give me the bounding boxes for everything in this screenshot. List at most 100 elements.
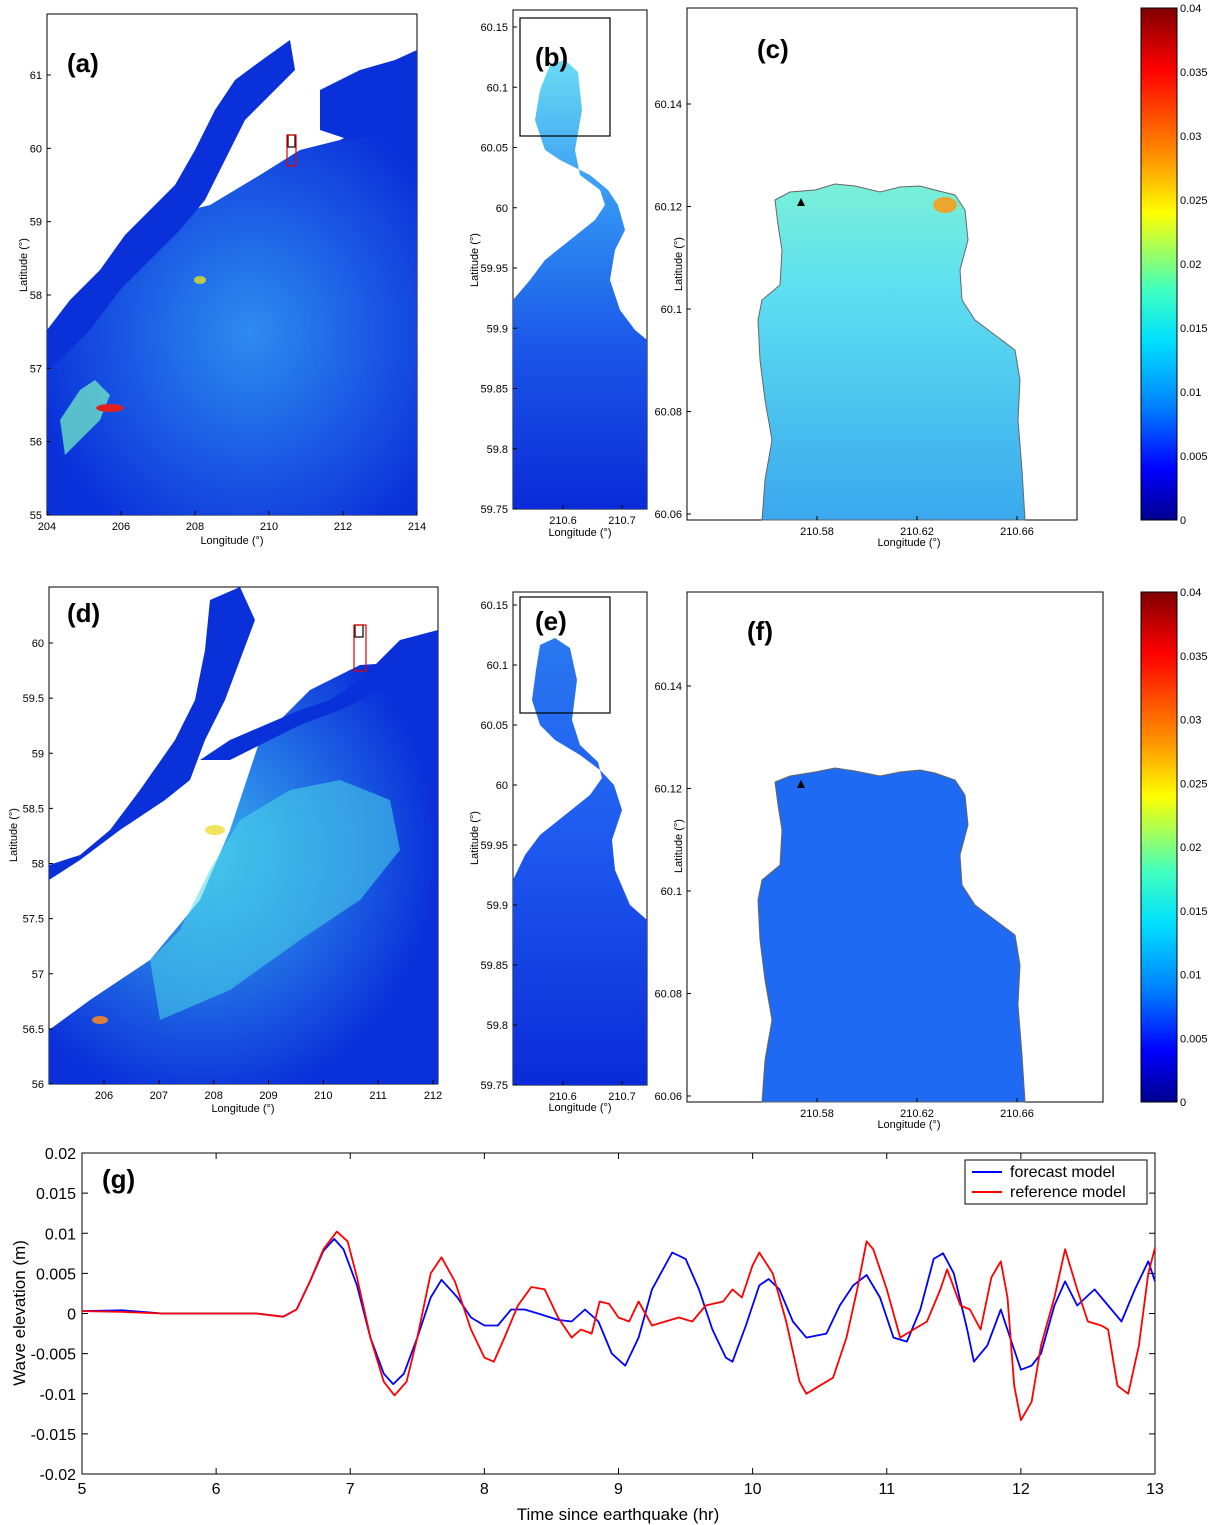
panel-a-xtick: 210 bbox=[260, 521, 278, 533]
g-ytick-label: -0.02 bbox=[40, 1467, 77, 1484]
panel-a-ytick: 55 bbox=[30, 510, 42, 522]
panel-f-ytick: 60.12 bbox=[654, 784, 682, 796]
panel-d-ytick: 57 bbox=[32, 969, 44, 981]
panel-g-chart: 5 6 7 8 9 10 11 12 13 0.02 0.015 0.01 0.005 0 -0.005 -0… bbox=[31, 1146, 1164, 1498]
g-xtick-label: 9 bbox=[614, 1481, 623, 1498]
panel-f-marker bbox=[797, 780, 805, 788]
panel-g-ylabel: Wave elevation (m) bbox=[10, 1240, 29, 1386]
colorbar-bottom-tick: 0.02 bbox=[1180, 842, 1201, 854]
colorbar-bottom-tick: 0 bbox=[1180, 1097, 1186, 1109]
panel-d-xtick: 211 bbox=[369, 1090, 387, 1102]
g-xtick-label: 6 bbox=[212, 1481, 221, 1498]
panel-c-xtick: 210.58 bbox=[800, 526, 834, 538]
g-xtick-label: 13 bbox=[1146, 1481, 1164, 1498]
panel-d-hot-teal bbox=[150, 780, 400, 1020]
colorbar-top-tick: 0.03 bbox=[1180, 131, 1201, 143]
legend-box bbox=[964, 1159, 1148, 1205]
panel-d-xtick: 206 bbox=[95, 1090, 113, 1102]
panel-a-ocean bbox=[47, 110, 417, 515]
g-ytick-label: 0.01 bbox=[45, 1226, 76, 1243]
colorbar-bottom-tick: 0.035 bbox=[1180, 651, 1208, 663]
colorbar-top-fill bbox=[1140, 7, 1178, 521]
panel-d-xtick: 209 bbox=[259, 1090, 277, 1102]
panel-b-xtick: 210.7 bbox=[608, 515, 636, 527]
legend-reference-label: reference model bbox=[1010, 1184, 1126, 1201]
panel-f-map bbox=[686, 591, 1104, 1103]
panel-d-label: (d) bbox=[67, 598, 100, 628]
panel-a-inset-red bbox=[286, 134, 297, 167]
colorbar-bottom-tick: 0.025 bbox=[1180, 778, 1208, 790]
panel-d-xtick: 212 bbox=[424, 1090, 442, 1102]
panel-b-ytick: 59.85 bbox=[480, 384, 508, 396]
panel-e-map bbox=[512, 591, 648, 1086]
colorbar-bottom-tick: 0.03 bbox=[1180, 715, 1201, 727]
panel-c-label: (c) bbox=[757, 34, 789, 64]
panel-c-water bbox=[757, 183, 1026, 521]
panel-a-xtick: 214 bbox=[408, 521, 426, 533]
colorbar-top-tick: 0.015 bbox=[1180, 323, 1208, 335]
panel-d-xtick: 210 bbox=[314, 1090, 332, 1102]
g-ytick-label: 0.015 bbox=[36, 1186, 76, 1203]
panel-e-ylabel: Latitude (°) bbox=[469, 811, 481, 865]
panel-d-ytick: 59.5 bbox=[23, 693, 44, 705]
panel-a-xtick: 212 bbox=[334, 521, 352, 533]
panel-e-ytick: 60 bbox=[496, 780, 508, 792]
panel-g-lines bbox=[81, 1230, 1156, 1422]
panel-b-ytick: 60.05 bbox=[480, 143, 508, 155]
panel-b-ytick: 59.75 bbox=[480, 504, 508, 516]
panel-d-map bbox=[48, 586, 439, 1085]
panel-d-strait bbox=[49, 587, 255, 880]
panel-b-map bbox=[512, 9, 648, 510]
panel-f-label: (f) bbox=[747, 616, 773, 646]
panel-e-ytick: 59.8 bbox=[487, 1020, 508, 1032]
panel-a-ytick: 57 bbox=[30, 363, 42, 375]
panel-a-hotspot-red bbox=[96, 404, 124, 412]
panel-a-ylabel: Latitude (°) bbox=[18, 238, 30, 292]
colorbar-top-tick: 0.005 bbox=[1180, 451, 1208, 463]
panel-d-hot-yellow bbox=[205, 825, 225, 835]
panel-a-xtick: 208 bbox=[186, 521, 204, 533]
panel-e-ytick: 59.85 bbox=[480, 960, 508, 972]
panel-b-inset bbox=[519, 17, 611, 137]
panel-f-xlabel: Longitude (°) bbox=[877, 1119, 940, 1131]
panel-c-ytick: 60.12 bbox=[654, 202, 682, 214]
panel-d-ytick: 57.5 bbox=[23, 914, 44, 926]
panel-a-strait bbox=[47, 40, 295, 370]
g-ytick-label: -0.015 bbox=[31, 1427, 76, 1444]
panel-a-ytick: 58 bbox=[30, 290, 42, 302]
panel-f-xtick: 210.58 bbox=[800, 1108, 834, 1120]
panel-c-ytick: 60.1 bbox=[661, 304, 682, 316]
panel-d-inset-red bbox=[353, 624, 367, 672]
g-xtick-label: 12 bbox=[1012, 1481, 1030, 1498]
g-ytick-label: -0.005 bbox=[31, 1347, 76, 1364]
panel-c-map bbox=[686, 7, 1078, 521]
panel-a-hotspot bbox=[60, 380, 110, 455]
panel-a-label: (a) bbox=[67, 48, 99, 78]
panel-c-ylabel: Latitude (°) bbox=[673, 237, 685, 291]
panel-d-channel bbox=[200, 630, 438, 760]
panel-e-xtick: 210.7 bbox=[608, 1091, 636, 1103]
colorbar-bottom-tick: 0.015 bbox=[1180, 906, 1208, 918]
panel-b-xtick: 210.6 bbox=[549, 515, 577, 527]
panel-b-ytick: 59.9 bbox=[487, 323, 508, 335]
g-xtick-label: 10 bbox=[744, 1481, 762, 1498]
colorbar-top-tick: 0.04 bbox=[1180, 3, 1201, 15]
panel-e-ytick: 59.9 bbox=[487, 900, 508, 912]
panel-e-label: (e) bbox=[535, 606, 567, 636]
panel-b-xlabel: Longitude (°) bbox=[548, 527, 611, 539]
g-ytick-label: 0.02 bbox=[45, 1146, 76, 1163]
panel-a-ytick: 56 bbox=[30, 437, 42, 449]
panel-d-ytick: 58.5 bbox=[23, 803, 44, 815]
panel-d-ytick: 60 bbox=[32, 638, 44, 650]
g-ytick-label: 0.005 bbox=[36, 1266, 76, 1283]
panel-f-ylabel: Latitude (°) bbox=[673, 819, 685, 873]
panel-e-inset bbox=[519, 596, 611, 714]
colorbar-bottom-tick: 0.005 bbox=[1180, 1033, 1208, 1045]
panel-a-ytick: 60 bbox=[30, 143, 42, 155]
panel-d-xtick: 207 bbox=[150, 1090, 168, 1102]
panel-a-xlabel: Longitude (°) bbox=[200, 535, 263, 547]
panel-c-hotspot bbox=[933, 197, 957, 213]
panel-b-ylabel: Latitude (°) bbox=[469, 233, 481, 287]
